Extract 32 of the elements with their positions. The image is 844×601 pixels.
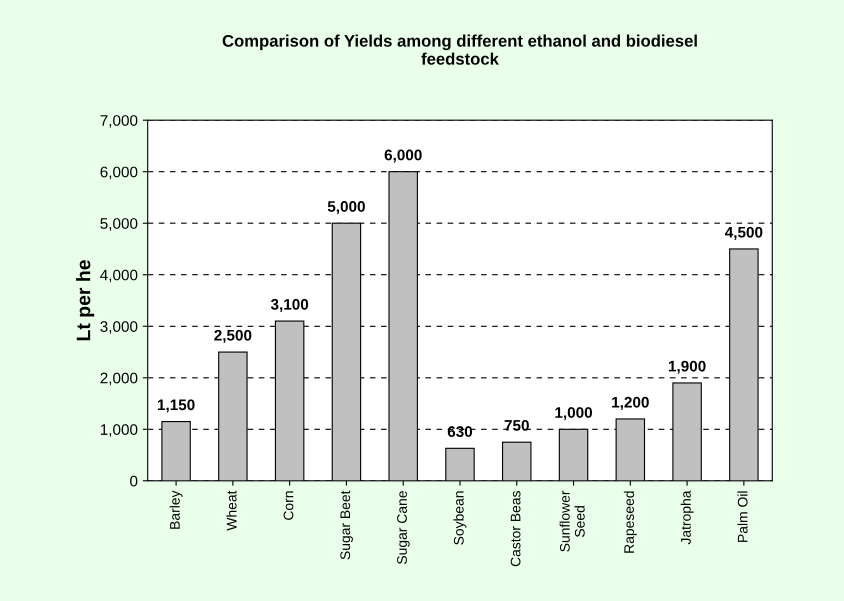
data-label: 4,500 bbox=[724, 226, 762, 240]
y-tick-label: 3,000 bbox=[100, 321, 138, 334]
y-axis-title: Lt per he bbox=[76, 260, 94, 340]
data-label: 3,100 bbox=[270, 298, 308, 312]
y-tick-label: 1,000 bbox=[100, 424, 138, 437]
x-tick-label: Sugar Cane bbox=[397, 491, 410, 564]
chart-title: Comparison of Yields among different ethanol and biodiesel feedstock bbox=[222, 34, 697, 65]
data-label: 1,000 bbox=[555, 407, 592, 420]
data-label: 750 bbox=[504, 420, 529, 431]
data-label: 1,200 bbox=[612, 396, 649, 410]
x-tick-label: Corn bbox=[284, 491, 294, 520]
x-tick-label: Jatropha bbox=[680, 490, 694, 544]
x-tick-label: Wheat bbox=[226, 490, 237, 531]
data-label: 5,000 bbox=[328, 201, 365, 214]
data-label: 630 bbox=[448, 426, 472, 438]
x-tick-label: Rapeseed bbox=[624, 491, 637, 553]
x-tick-label: Castor Beas bbox=[510, 491, 520, 566]
y-tick-label: 0 bbox=[130, 476, 138, 486]
y-tick-label: 6,000 bbox=[100, 166, 138, 180]
x-tick-label: Barley bbox=[170, 490, 183, 529]
data-label: 1,150 bbox=[158, 399, 195, 412]
y-tick-label: 5,000 bbox=[100, 218, 138, 231]
x-tick-label: Palm Oil bbox=[737, 491, 748, 542]
x-tick-label: Sunflower Seed bbox=[560, 490, 585, 552]
data-label: 6,000 bbox=[384, 150, 422, 163]
x-tick-label: Soybean bbox=[454, 491, 466, 545]
y-tick-label: 4,000 bbox=[100, 270, 138, 282]
y-tick-label: 2,000 bbox=[100, 372, 138, 386]
x-tick-label: Sugar Beet bbox=[340, 490, 353, 560]
data-label: 1,900 bbox=[668, 360, 706, 374]
y-tick-label: 7,000 bbox=[100, 115, 138, 128]
data-label: 2,500 bbox=[214, 330, 252, 343]
